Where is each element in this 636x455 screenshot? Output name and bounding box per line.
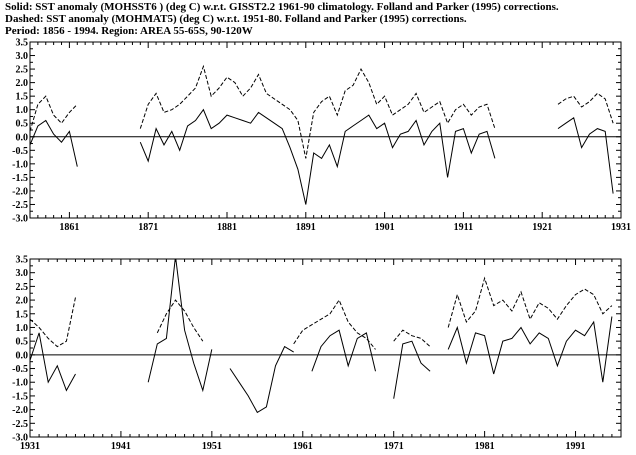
panel1-ytick-label: -2.0 bbox=[12, 186, 28, 197]
panel2-ytick-label: -1.0 bbox=[12, 378, 28, 389]
panel1-xtick-label: 1931 bbox=[611, 222, 631, 233]
panel1-ytick-label: -1.5 bbox=[12, 173, 28, 184]
panel1-ytick-label: 0.0 bbox=[16, 132, 29, 143]
panel1-ytick-label: 2.0 bbox=[16, 78, 29, 89]
panel1-ytick-label: 3.0 bbox=[16, 51, 29, 62]
panel1-series-dashed bbox=[30, 64, 614, 159]
panel2-series-dashed bbox=[30, 276, 613, 350]
panel2-xtick-label: 1971 bbox=[384, 441, 404, 452]
panel1-ytick-label: 1.0 bbox=[16, 105, 29, 116]
panel1-ytick-label: 3.5 bbox=[16, 38, 29, 49]
panel1-xtick-label: 1871 bbox=[138, 222, 158, 233]
chart-title-solid-legend: Solid: SST anomaly (MOHSST6 ) (deg C) w.… bbox=[5, 1, 559, 13]
panel2-ytick-label: -0.5 bbox=[12, 364, 28, 375]
panel2-xtick-label: 1981 bbox=[475, 441, 495, 452]
panel2-xtick-label: 1941 bbox=[111, 441, 131, 452]
panel2-ytick-label: 2.0 bbox=[16, 296, 29, 307]
panel1-frame bbox=[29, 41, 622, 219]
panel1-ytick-label: 1.5 bbox=[16, 92, 29, 103]
panel2-ytick-label: -2.5 bbox=[12, 419, 28, 430]
panel1-ytick-label: -3.0 bbox=[12, 214, 28, 225]
panel1-xtick-label: 1921 bbox=[532, 222, 552, 233]
panel1-ytick-label: 0.5 bbox=[16, 119, 29, 130]
panel2-series-solid bbox=[30, 259, 613, 414]
panel2-ytick-label: -3.0 bbox=[12, 433, 28, 444]
panel1-ytick-label: -1.0 bbox=[12, 159, 28, 170]
panel1-xtick-label: 1911 bbox=[454, 222, 473, 233]
panel2-ytick-label: 0.5 bbox=[16, 337, 29, 348]
panel1-xtick-label: 1891 bbox=[296, 222, 316, 233]
panel1-xtick-label: 1901 bbox=[375, 222, 395, 233]
panel1-xtick-label: 1881 bbox=[217, 222, 237, 233]
chart-title-period-region: Period: 1856 - 1994. Region: AREA 55-65S… bbox=[5, 25, 253, 37]
panel2-ytick-label: -1.5 bbox=[12, 391, 28, 402]
panel2-ytick-label: 3.0 bbox=[16, 268, 29, 279]
panel1-ytick-label: 2.5 bbox=[16, 65, 29, 76]
panel2-ytick-label: 2.5 bbox=[16, 282, 29, 293]
panel2-ytick-label: 0.0 bbox=[16, 350, 29, 361]
panel2-ytick-label: 1.0 bbox=[16, 323, 29, 334]
panel1-ytick-label: -2.5 bbox=[12, 200, 28, 211]
panel2-xtick-label: 1931 bbox=[20, 441, 40, 452]
panel1-ytick-label: -0.5 bbox=[12, 146, 28, 157]
panel2-xtick-label: 1951 bbox=[202, 441, 222, 452]
panel2-ytick-label: 1.5 bbox=[16, 309, 29, 320]
panel2-ytick-label: 3.5 bbox=[16, 255, 29, 266]
panel2-xtick-label: 1961 bbox=[293, 441, 313, 452]
panel2-frame bbox=[29, 258, 622, 438]
chart-title-dashed-legend: Dashed: SST anomaly (MOHMAT5) (deg C) w.… bbox=[5, 13, 467, 25]
panel1-xtick-label: 1861 bbox=[59, 222, 79, 233]
panel1-series-solid bbox=[30, 108, 614, 205]
panel2-ytick-label: -2.0 bbox=[12, 405, 28, 416]
panel2-xtick-label: 1991 bbox=[566, 441, 586, 452]
